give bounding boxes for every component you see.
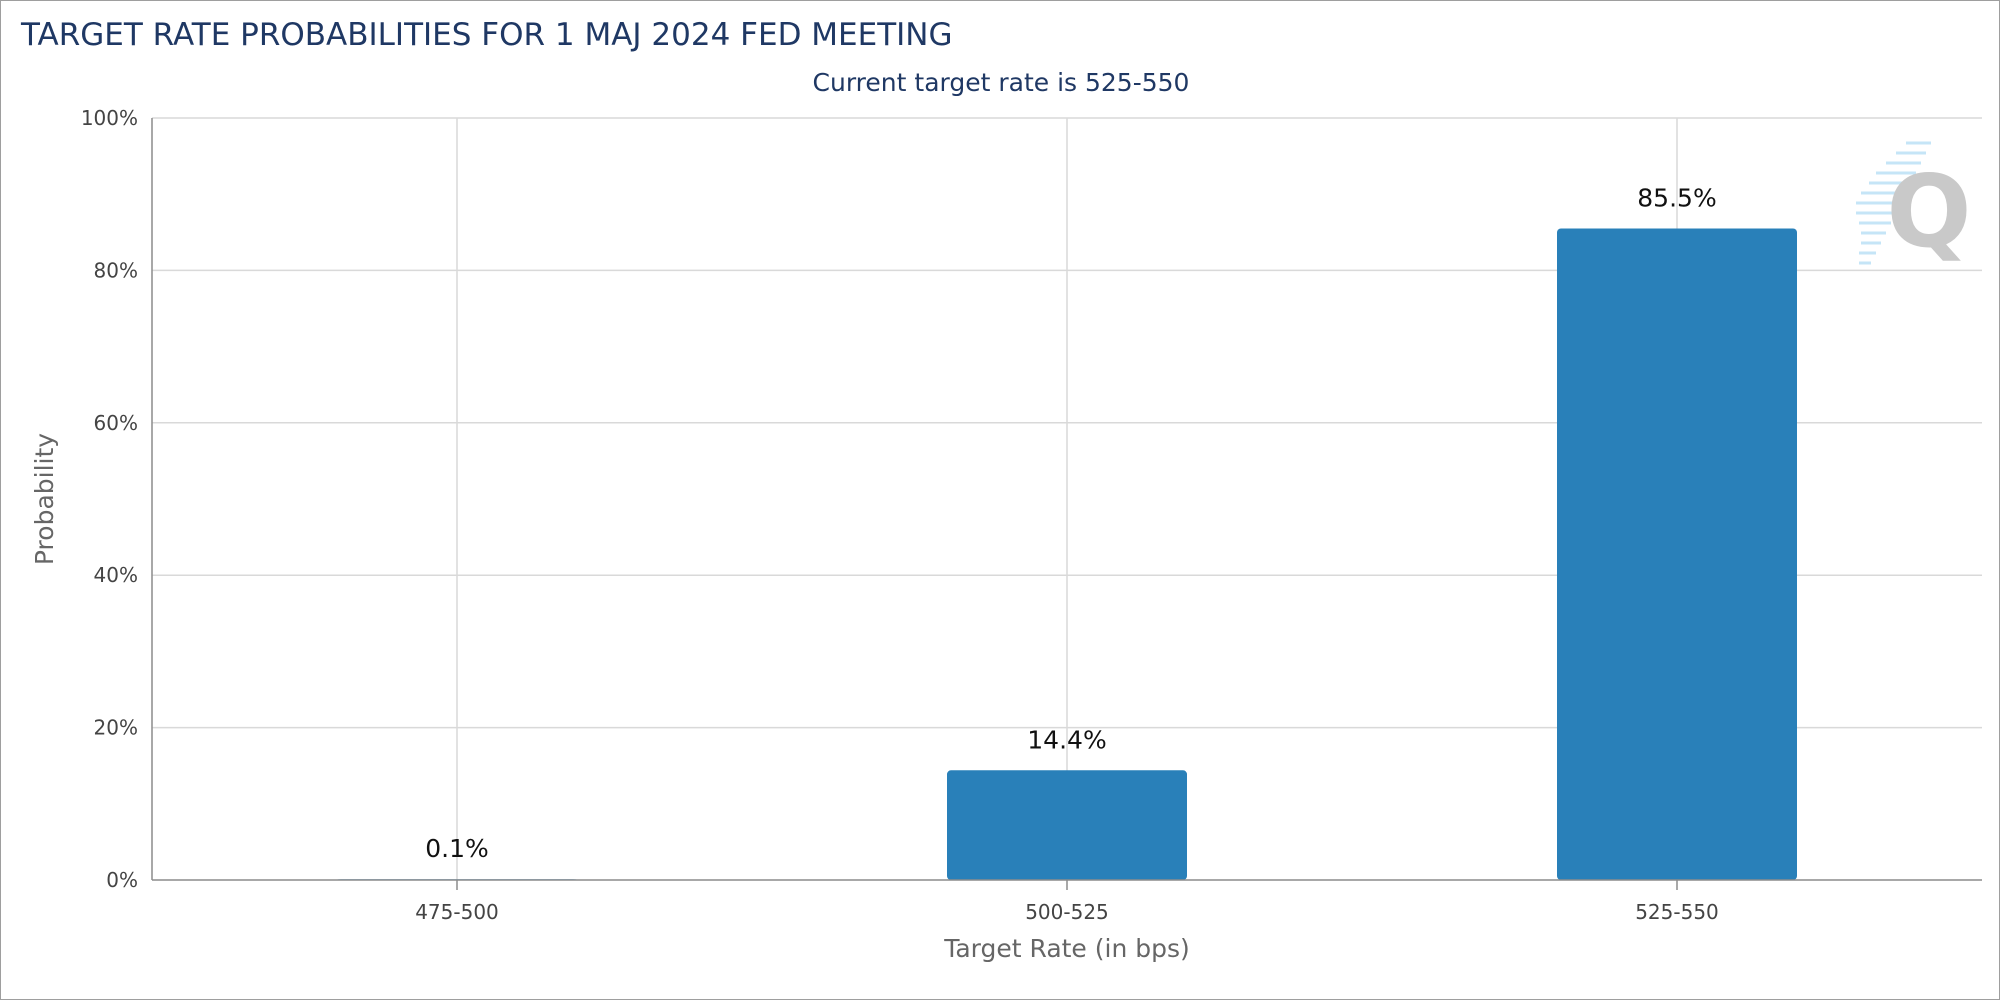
y-tick-label: 80% <box>94 258 138 282</box>
x-tick-label: 525-550 <box>1635 900 1719 924</box>
y-tick-label: 20% <box>94 716 138 740</box>
y-tick-label: 0% <box>106 868 138 892</box>
x-tick-label: 500-525 <box>1025 900 1109 924</box>
y-tick-label: 40% <box>94 563 138 587</box>
y-axis-ticks: 0% 20% 40% 60% 80% 100% <box>81 106 153 892</box>
watermark-streaks <box>1856 141 1931 265</box>
chart-title: TARGET RATE PROBABILITIES FOR 1 MAJ 2024… <box>20 17 953 53</box>
bar-500-525 <box>947 770 1187 880</box>
watermark-logo: Q <box>1856 141 1972 270</box>
watermark-letter: Q <box>1886 153 1971 270</box>
y-axis-title: Probability <box>30 433 59 565</box>
chart-subtitle: Current target rate is 525-550 <box>813 68 1190 97</box>
data-label-475-500: 0.1% <box>425 834 489 863</box>
data-label-500-525: 14.4% <box>1027 725 1106 754</box>
x-tick-label: 475-500 <box>415 900 499 924</box>
x-axis-title: Target Rate (in bps) <box>943 934 1190 963</box>
bar-525-550 <box>1557 228 1797 881</box>
bars <box>337 228 1797 881</box>
y-tick-label: 100% <box>81 106 138 130</box>
data-labels: 0.1% 14.4% 85.5% <box>425 183 1716 863</box>
x-axis-ticks: 475-500 500-525 525-550 <box>152 879 1982 924</box>
y-tick-label: 60% <box>94 411 138 435</box>
data-label-525-550: 85.5% <box>1637 183 1716 212</box>
